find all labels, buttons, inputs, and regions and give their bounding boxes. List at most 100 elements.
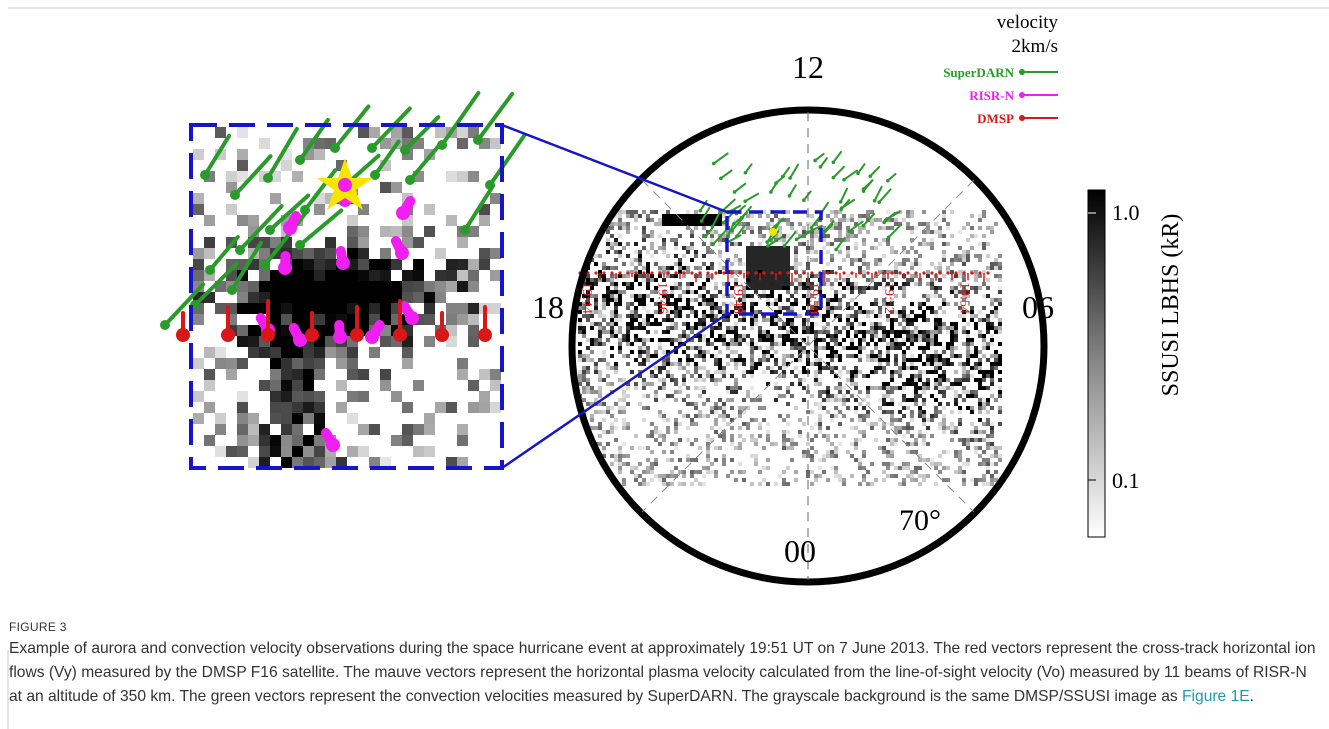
pixel [914, 390, 918, 394]
pixel [990, 374, 994, 378]
pixel [986, 358, 990, 362]
pixel [794, 358, 798, 362]
pixel [694, 378, 698, 382]
pixel [974, 322, 978, 326]
pixel [674, 238, 678, 242]
pixel [870, 222, 874, 226]
pixel [586, 386, 590, 390]
pixel [602, 278, 606, 282]
pixel [938, 230, 942, 234]
pixel [358, 127, 369, 138]
pixel [846, 250, 850, 254]
pixel [882, 386, 886, 390]
pixel [938, 362, 942, 366]
pixel [694, 218, 698, 222]
pixel [618, 326, 622, 330]
pixel [598, 374, 602, 378]
vector-origin [200, 170, 210, 180]
pixel [578, 378, 582, 382]
pixel [630, 342, 634, 346]
pixel [638, 214, 642, 218]
pixel [874, 366, 878, 370]
pixel [958, 438, 962, 442]
pixel [966, 358, 970, 362]
pixel [938, 354, 942, 358]
pixel [894, 466, 898, 470]
pixel [754, 438, 758, 442]
pixel [902, 386, 906, 390]
pixel [204, 369, 215, 380]
pixel [347, 347, 358, 358]
pixel [982, 406, 986, 410]
pixel [578, 318, 582, 322]
pixel [786, 246, 790, 250]
pixel [778, 366, 782, 370]
pixel [886, 334, 890, 338]
pixel [292, 347, 303, 358]
pixel [742, 334, 746, 338]
pixel [802, 346, 806, 350]
pixel [898, 286, 902, 290]
pixel [694, 386, 698, 390]
pixel [842, 482, 846, 486]
pixel [926, 306, 930, 310]
pixel [894, 338, 898, 342]
pixel [770, 354, 774, 358]
figure-link[interactable]: Figure 1E [1182, 688, 1250, 705]
pixel [990, 362, 994, 366]
pixel [898, 370, 902, 374]
pixel [978, 310, 982, 314]
pixel [830, 306, 834, 310]
pixel [998, 390, 1002, 394]
pixel [666, 458, 670, 462]
pixel [854, 446, 858, 450]
pixel [598, 422, 602, 426]
pixel [698, 338, 702, 342]
pixel [930, 278, 934, 282]
pixel [610, 330, 614, 334]
pixel [934, 330, 938, 334]
pixel [610, 354, 614, 358]
pixel [730, 326, 734, 330]
pixel [834, 434, 838, 438]
pixel [950, 290, 954, 294]
pixel [970, 406, 974, 410]
pixel [850, 218, 854, 222]
pixel [702, 318, 706, 322]
dmsp-dot [722, 271, 725, 274]
pixel [666, 358, 670, 362]
pixel [886, 390, 890, 394]
pixel [798, 282, 802, 286]
pixel [706, 470, 710, 474]
pixel [638, 338, 642, 342]
pixel [970, 314, 974, 318]
pixel [790, 322, 794, 326]
pixel [750, 346, 754, 350]
pixel [746, 426, 750, 430]
pixel [758, 250, 762, 254]
vector-origin [834, 248, 838, 252]
pixel [838, 218, 842, 222]
pixel [962, 370, 966, 374]
pixel [682, 378, 686, 382]
vector-origin [884, 218, 888, 222]
pixel [457, 435, 468, 446]
pixel [846, 346, 850, 350]
pixel [934, 370, 938, 374]
pixel [990, 406, 994, 410]
pixel [826, 242, 830, 246]
pixel [292, 281, 303, 292]
pixel [942, 274, 946, 278]
pixel [610, 278, 614, 282]
pixel [778, 226, 782, 230]
pixel [838, 422, 842, 426]
pixel [634, 382, 638, 386]
pixel [215, 424, 226, 435]
pixel [982, 402, 986, 406]
pixel [890, 402, 894, 406]
pixel [586, 370, 590, 374]
pixel [794, 254, 798, 258]
pixel [626, 362, 630, 366]
pixel [281, 380, 292, 391]
pixel [582, 334, 586, 338]
